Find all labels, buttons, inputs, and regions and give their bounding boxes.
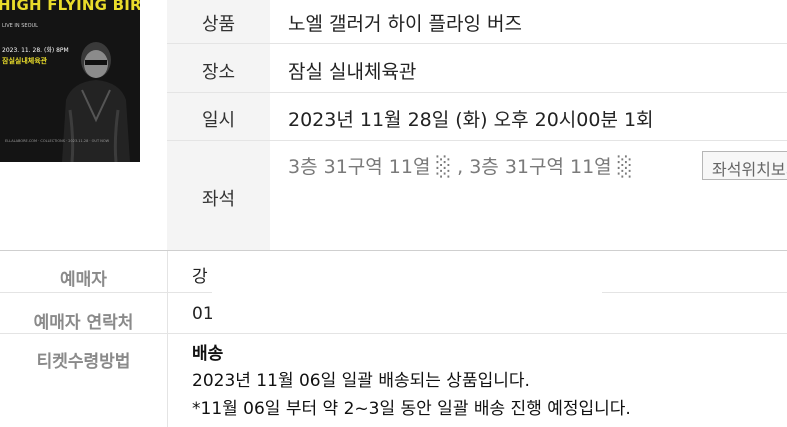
booker-name-value: 강 (192, 267, 208, 287)
poster-date: 2023. 11. 28. (화) 8PM (2, 47, 69, 54)
ticket-method-label: 티켓수령방법 (36, 352, 131, 372)
datetime-label: 일시 (201, 110, 236, 131)
column-divider (167, 251, 168, 427)
info-label-column (167, 0, 270, 251)
poster-subtitle: LIVE IN SEOUL (2, 23, 38, 29)
booker-contact-label: 예매자 연락처 (33, 313, 134, 333)
datetime-value: 2023년 11월 28일 (화) 오후 20시00분 1회 (288, 109, 654, 131)
divider (167, 140, 787, 141)
delivery-date-line: 2023년 11월 06일 일괄 배송되는 상품입니다. (192, 371, 530, 391)
poster-venue: 잠실실내체육관 (2, 57, 48, 65)
delivery-title: 배송 (192, 344, 224, 364)
booker-name-label: 예매자 (60, 270, 107, 290)
delivery-note-line: *11월 06일 부터 약 2~3일 동안 일괄 배송 진행 예정입니다. (192, 399, 631, 419)
poster-title: HIGH FLYING BIRDS (0, 0, 140, 14)
poster-artist-image (62, 42, 130, 162)
venue-value: 잠실 실내체육관 (288, 61, 417, 83)
poster-footer: ELLALABORE.COM · COLLECTIONS · 2023.11.2… (5, 139, 110, 143)
seat-location-button[interactable]: 좌석위치보기 (702, 151, 787, 180)
venue-label: 장소 (201, 62, 236, 83)
divider (0, 333, 787, 334)
product-value: 노엘 갤러거 하이 플라잉 버즈 (288, 13, 522, 35)
seat-value: 3층 31구역 11열 ░ , 3층 31구역 11열 ░ (288, 156, 633, 178)
divider (167, 43, 787, 44)
seat-label: 좌석 (201, 189, 236, 210)
redaction-mask (212, 257, 602, 325)
concert-poster: HIGH FLYING BIRDS LIVE IN SEOUL 2023. 11… (0, 0, 140, 162)
booker-contact-value: 01 (192, 304, 214, 324)
divider (167, 92, 787, 93)
product-label: 상품 (201, 14, 236, 35)
divider (0, 250, 787, 251)
